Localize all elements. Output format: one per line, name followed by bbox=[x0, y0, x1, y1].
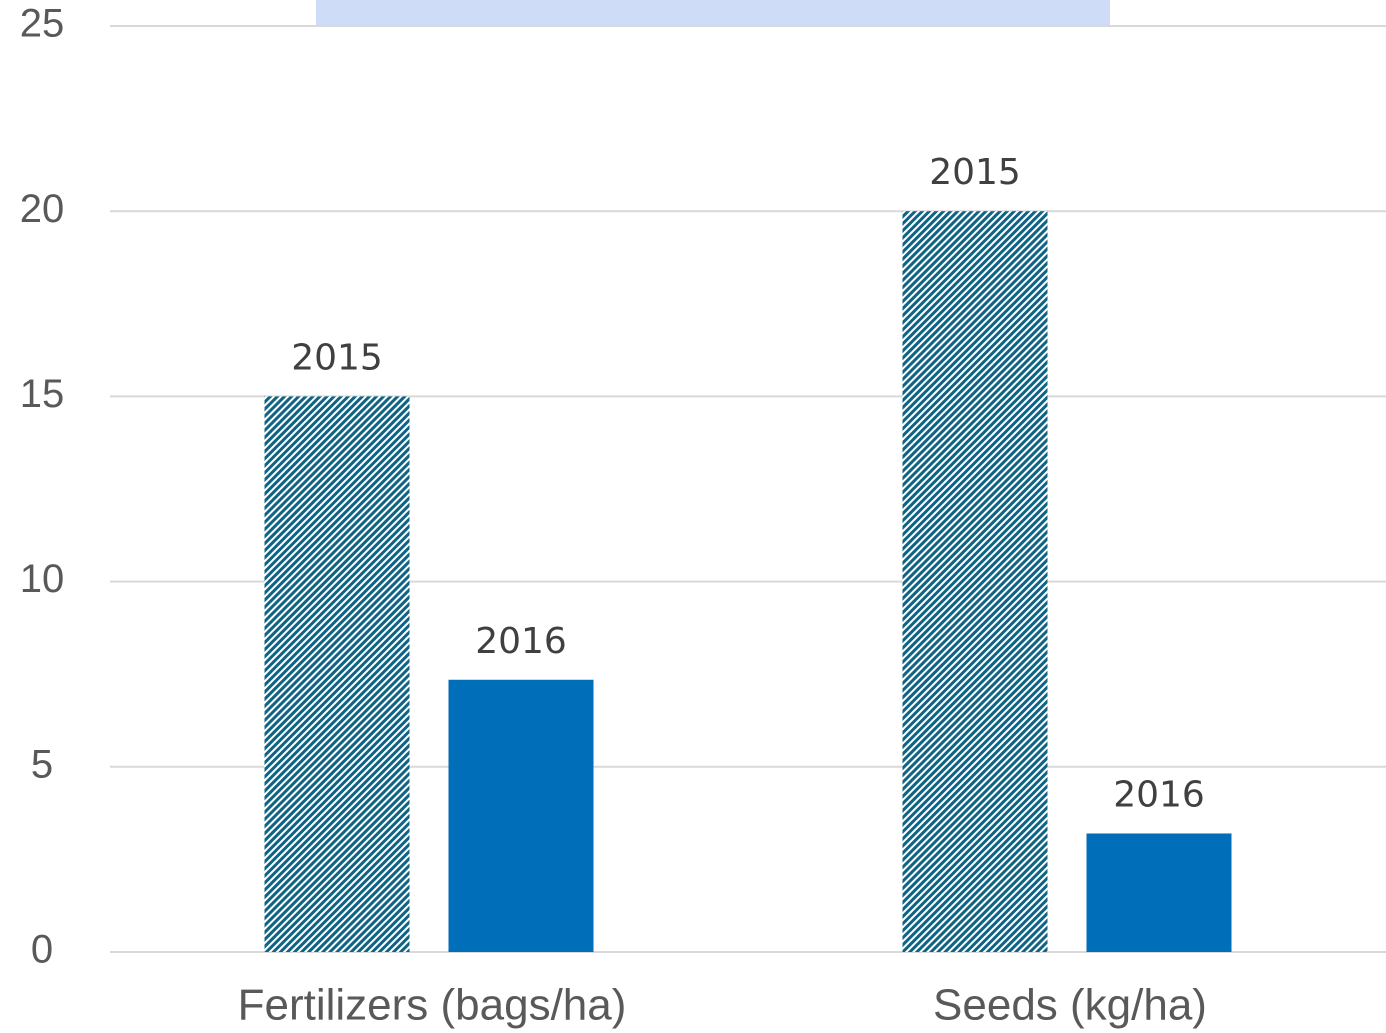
bar bbox=[1086, 833, 1232, 952]
y-tick-label: 25 bbox=[20, 2, 65, 46]
data-label: 2016 bbox=[1113, 774, 1205, 815]
data-label: 2016 bbox=[475, 621, 567, 662]
title-box bbox=[316, 0, 1110, 25]
bar bbox=[264, 396, 410, 952]
y-tick-label: 10 bbox=[20, 557, 65, 601]
data-label: 2015 bbox=[291, 337, 383, 378]
x-tick-label: Seeds (kg/ha) bbox=[933, 981, 1207, 1030]
y-tick-label: 15 bbox=[20, 372, 65, 416]
y-tick-label: 0 bbox=[31, 928, 53, 972]
data-label: 2015 bbox=[929, 152, 1021, 193]
x-tick-label: Fertilizers (bags/ha) bbox=[238, 981, 627, 1030]
y-tick-label: 5 bbox=[31, 742, 53, 786]
y-tick-label: 20 bbox=[20, 187, 65, 231]
bar bbox=[448, 679, 594, 952]
bar bbox=[902, 211, 1048, 952]
